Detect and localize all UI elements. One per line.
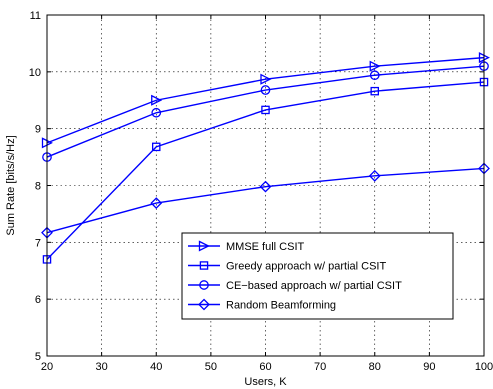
y-tick-label: 10 — [29, 67, 41, 79]
series-1-point — [260, 73, 272, 85]
y-tick-label: 8 — [35, 181, 41, 193]
series-2-point — [261, 105, 270, 115]
series-4 — [41, 162, 490, 239]
legend-entry: Greedy approach w/ partial CSIT — [188, 261, 386, 273]
x-axis-title: Users, K — [244, 376, 287, 388]
y-axis-title: Sum Rate [bits/s/Hz] — [5, 135, 17, 235]
series-3-line — [46, 65, 485, 158]
series-1-point — [369, 60, 381, 72]
series-1-point — [151, 94, 163, 106]
series-4-point — [368, 169, 381, 182]
series-2-point — [151, 142, 161, 152]
x-tick-label: 30 — [96, 361, 108, 373]
legend-entry: MMSE full CSIT — [188, 240, 305, 253]
legend-swatch-marker — [198, 298, 210, 311]
series-1-line — [46, 56, 485, 144]
y-tick-label: 9 — [35, 124, 41, 136]
series-4-point — [259, 180, 272, 193]
x-tick-label: 80 — [369, 361, 381, 373]
series-3-point — [151, 107, 162, 118]
x-tick-label: 90 — [423, 361, 435, 373]
series-3-point — [260, 85, 271, 95]
legend-label: MMSE full CSIT — [226, 241, 305, 253]
legend-label: Greedy approach w/ partial CSIT — [226, 261, 386, 273]
x-tick-label: 50 — [205, 361, 217, 373]
series-2-line — [46, 81, 485, 260]
ticks: 20 30 40 50 60 70 80 90 100 5 6 7 8 9 10 11 — [29, 10, 493, 373]
series-4-line — [46, 167, 485, 234]
x-tick-label: 70 — [314, 361, 326, 373]
legend-entry: CE−based approach w/ partial CSIT — [188, 280, 402, 292]
series-2-point — [370, 86, 379, 96]
legend-swatch-marker — [199, 261, 209, 270]
legend: MMSE full CSIT Greedy approach w/ partial… — [181, 232, 454, 320]
legend-label: Random Beamforming — [226, 300, 336, 312]
legend-label: CE−based approach w/ partial CSIT — [226, 280, 402, 292]
series-3-point — [369, 70, 380, 81]
y-tick-label: 7 — [35, 237, 41, 249]
x-tick-label: 40 — [150, 361, 162, 373]
x-tick-label: 60 — [259, 361, 271, 373]
legend-swatch-marker — [199, 280, 209, 290]
series-4-point — [150, 197, 163, 210]
x-tick-label: 20 — [41, 361, 53, 373]
x-tick-label: 100 — [475, 361, 493, 373]
y-tick-label: 6 — [35, 294, 41, 306]
y-tick-label: 11 — [30, 10, 41, 22]
legend-entry: Random Beamforming — [188, 298, 336, 312]
y-tick-label: 5 — [35, 351, 41, 363]
legend-swatch-marker — [198, 240, 210, 252]
legend-box — [181, 232, 454, 320]
